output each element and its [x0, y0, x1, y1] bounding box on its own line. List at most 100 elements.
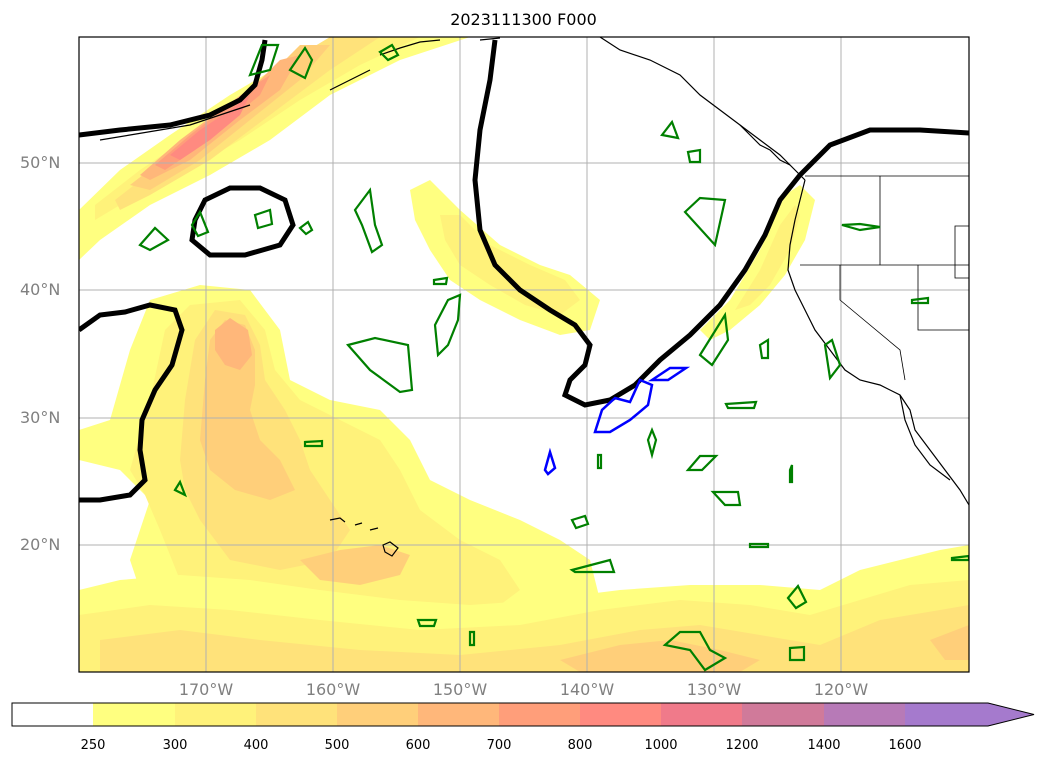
shade-south-400 [100, 605, 969, 672]
green-10 [345, 336, 414, 394]
shade-central-600 [215, 318, 252, 370]
green-34 [748, 542, 770, 549]
green-23 [570, 514, 590, 530]
green-8 [353, 187, 384, 254]
green-22 [646, 427, 658, 460]
colorbar-tick: 300 [162, 738, 188, 753]
green-4 [138, 226, 170, 252]
colorbar-seg-6 [499, 703, 580, 726]
lat-label-30n: 30°N [20, 408, 61, 427]
green-3 [378, 43, 400, 62]
green-27 [662, 630, 728, 672]
alaska-islands [329, 37, 501, 91]
aleutians [99, 104, 251, 141]
blue-3 [543, 447, 557, 476]
blue-2 [647, 366, 691, 382]
green-14 [683, 196, 727, 248]
contour-trough [472, 39, 969, 408]
lon-label-140w: 140°W [559, 680, 615, 699]
map-title: 2023111300 F000 [450, 10, 597, 29]
green-13 [686, 148, 702, 164]
alaska-coast [599, 37, 806, 181]
green-32 [910, 296, 930, 305]
colorbar-tick: 400 [243, 738, 269, 753]
lat-label-50n: 50°N [20, 153, 61, 172]
colorbar-seg-0 [12, 703, 93, 726]
colorbar-extend-arrow [905, 703, 1034, 726]
colorbar-tick: 1000 [644, 738, 678, 753]
colorbar-outline [11, 702, 1035, 727]
shade-central-500 [200, 320, 295, 500]
contour-low-loop [189, 185, 296, 258]
green-31 [173, 479, 188, 498]
green-5 [190, 209, 210, 238]
colorbar-tick: 600 [405, 738, 431, 753]
green-11 [432, 276, 449, 286]
contour-southwest [79, 302, 185, 503]
green-35 [596, 453, 603, 470]
green-1 [248, 43, 280, 77]
colorbar-seg-9 [742, 703, 824, 726]
shaded-fields [79, 37, 969, 672]
colorbar-seg-2 [175, 703, 256, 726]
colorbar-seg-7 [580, 703, 661, 726]
green-16 [758, 338, 770, 360]
hawaii-islands [329, 517, 399, 557]
shade-coast-300 [735, 205, 800, 310]
colorbar-tick: 700 [486, 738, 512, 753]
na-west-coast [787, 179, 969, 506]
lon-label-160w: 160°W [305, 680, 361, 699]
green-26 [788, 645, 806, 662]
colorbar-seg-1 [93, 703, 175, 726]
green-21 [685, 454, 719, 472]
green-12 [660, 119, 680, 140]
coastlines [99, 37, 969, 557]
green-15 [698, 311, 730, 367]
green-33 [788, 464, 794, 484]
map-frame [78, 36, 970, 673]
colorbar-seg-10 [824, 703, 905, 726]
green-28 [416, 618, 438, 628]
shade-south-500b [930, 625, 969, 660]
green-2 [288, 45, 314, 80]
green-20 [710, 490, 742, 507]
colorbar-seg-3 [256, 703, 337, 726]
colorbar-seg-4 [337, 703, 418, 726]
shade-central-500b [300, 545, 410, 585]
blue-contours [543, 366, 691, 476]
lat-label-40n: 40°N [20, 280, 61, 299]
colorbar-tick: 1600 [888, 738, 922, 753]
colorbar-tick: 500 [324, 738, 350, 753]
baja [899, 394, 951, 481]
green-25 [786, 584, 808, 610]
lat-label-20n: 20°N [20, 535, 61, 554]
green-29 [950, 554, 969, 562]
contour-north [79, 39, 268, 138]
green-9 [433, 293, 462, 358]
lon-label-120w: 120°W [813, 680, 869, 699]
colorbar [11, 702, 1035, 727]
lon-label-150w: 150°W [432, 680, 488, 699]
green-24 [569, 558, 616, 574]
colorbar-seg-8 [661, 703, 742, 726]
green-6 [253, 208, 274, 230]
colorbar-tick: 1200 [725, 738, 759, 753]
green-36 [468, 630, 476, 647]
green-7 [298, 220, 314, 236]
colorbar-tick: 1400 [807, 738, 841, 753]
bc-coast [739, 124, 791, 166]
green-17 [823, 338, 842, 381]
colorbar-tick: 250 [80, 738, 106, 753]
lon-label-130w: 130°W [686, 680, 742, 699]
lon-label-170w: 170°W [178, 680, 234, 699]
blue-1 [593, 378, 654, 434]
colorbar-seg-5 [418, 703, 499, 726]
green-30 [303, 439, 324, 448]
green-19 [724, 400, 758, 410]
green-contours [138, 43, 969, 672]
colorbar-tick: 800 [567, 738, 593, 753]
thick-contours [79, 39, 969, 503]
green-18 [841, 222, 881, 232]
state-borders [800, 175, 969, 381]
